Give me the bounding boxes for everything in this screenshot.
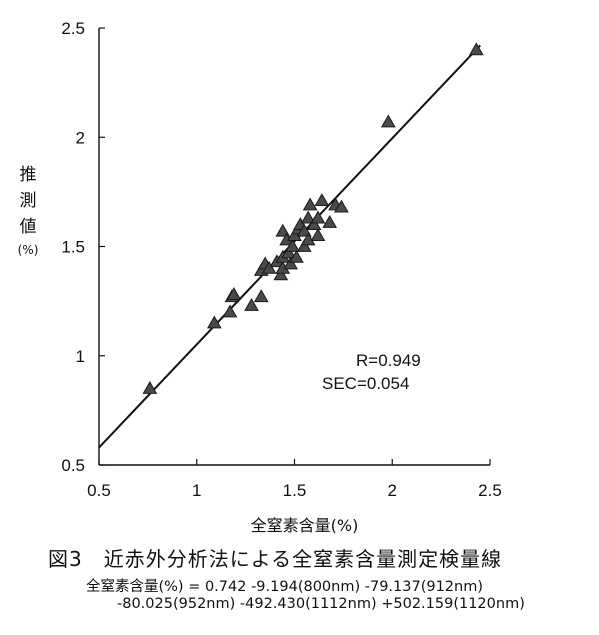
x-tick-label: 1.5 (283, 481, 307, 500)
data-point (244, 297, 259, 311)
x-tick-label: 0.5 (87, 481, 111, 500)
data-point (206, 315, 222, 329)
data-point (300, 210, 316, 224)
data-point (300, 232, 316, 246)
y-tick-label: 1.5 (61, 238, 85, 257)
y-tick-label: 0.5 (61, 456, 85, 475)
x-tick-label: 1 (192, 481, 201, 500)
y-tick-label: 1 (76, 347, 85, 366)
data-point (142, 381, 158, 394)
data-point (285, 238, 300, 252)
y-axis-label: 推 測 値 (%) (14, 162, 42, 260)
data-point (253, 289, 269, 303)
data-point (226, 287, 242, 300)
y-axis-unit: (%) (17, 243, 39, 257)
data-point (380, 114, 396, 128)
y-axis-label-char: 値 (19, 217, 37, 237)
data-point (222, 304, 238, 318)
data-point (273, 267, 289, 281)
data-point (287, 228, 302, 241)
regression-equation-line-2: -80.025(952nm) -492.430(1112nm) +502.159… (117, 596, 525, 612)
x-tick-label: 2.5 (478, 481, 502, 500)
sec-stat: SEC=0.054 (322, 374, 410, 393)
y-axis-label-char: 推 (19, 165, 37, 185)
data-point (314, 193, 330, 206)
data-point (310, 228, 326, 241)
data-point (322, 214, 338, 228)
data-point (334, 199, 349, 213)
data-point (275, 223, 291, 237)
data-point (306, 217, 322, 231)
x-axis-label: 全窒素含量(%) (250, 516, 359, 535)
data-point (468, 42, 484, 56)
x-tick-label: 2 (388, 481, 397, 500)
data-point (283, 256, 298, 270)
regression-equation-line-1: 全窒素含量(%) = 0.742 -9.194(800nm) -79.137(9… (86, 579, 484, 595)
y-tick-label: 2.5 (61, 19, 85, 38)
data-point (261, 260, 277, 274)
data-point (281, 245, 296, 259)
correlation-stat: R=0.949 (356, 351, 421, 370)
data-point (289, 249, 304, 263)
y-axis-label-char: 測 (19, 191, 37, 211)
y-tick-label: 2 (76, 128, 85, 147)
data-point (296, 238, 312, 252)
figure-caption: 図3 近赤外分析法による全窒素含量測定検量線 (48, 547, 503, 571)
data-point (310, 210, 326, 224)
data-point (296, 223, 312, 237)
data-point (302, 197, 318, 211)
